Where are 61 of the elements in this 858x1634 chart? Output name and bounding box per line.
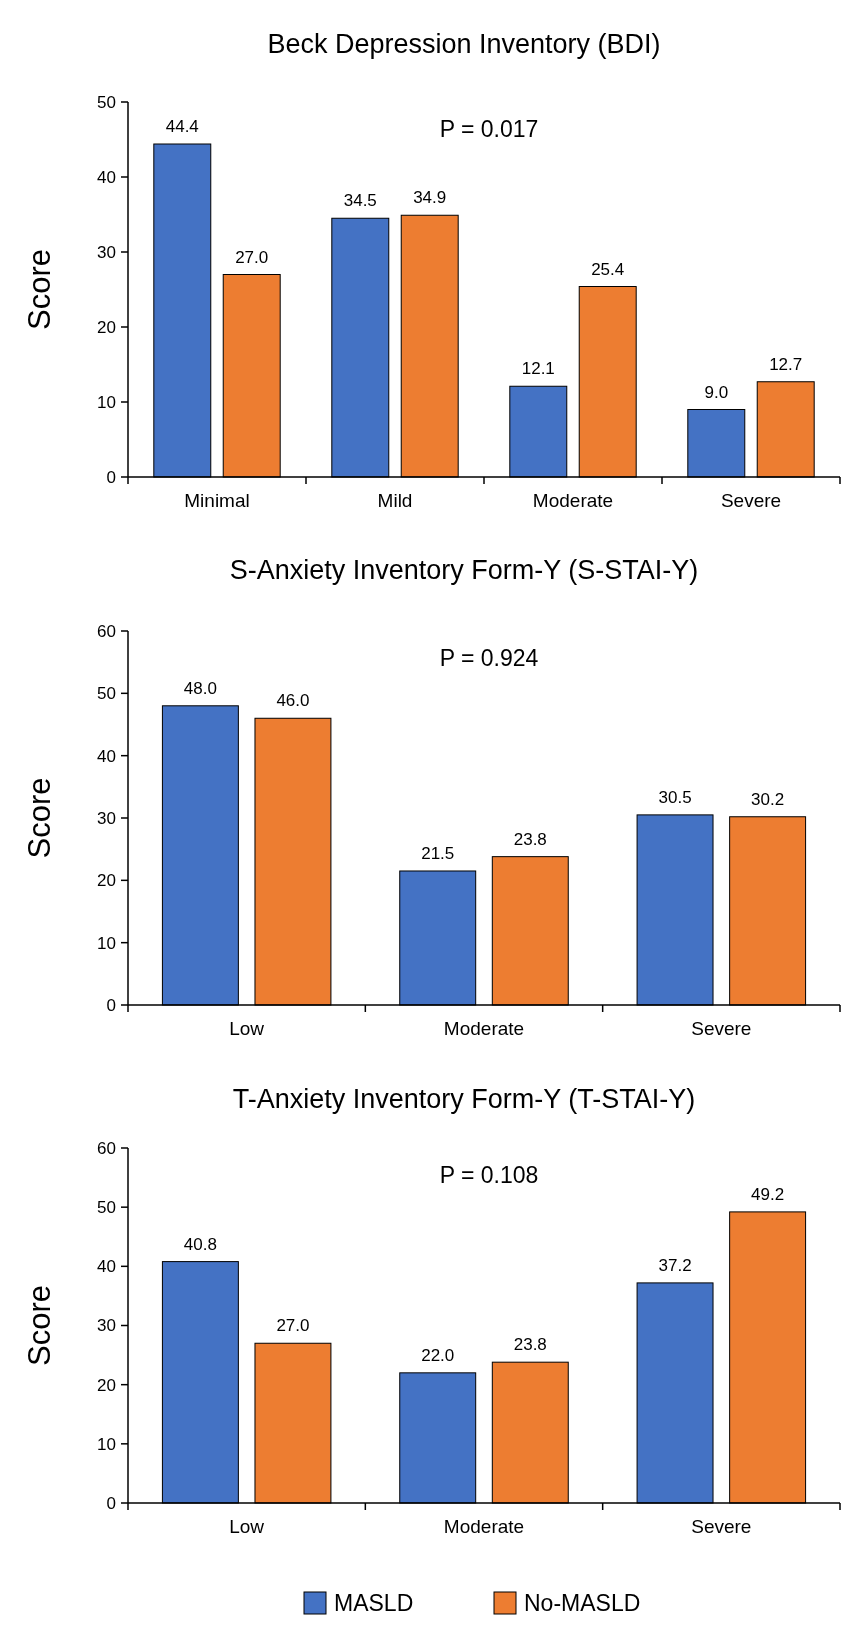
annotation: P = 0.924 [439, 645, 539, 671]
data-label: 44.4 [165, 117, 199, 136]
data-label: 27.0 [235, 247, 269, 267]
y-tick-label: 20 [97, 317, 116, 337]
data-label: 23.8 [513, 829, 547, 849]
chart-title: Beck Depression Inventory (BDI) [267, 29, 661, 59]
legend-label: MASLD [334, 1590, 414, 1617]
x-tick-label: Low [229, 1516, 265, 1537]
data-label: 22.0 [421, 1345, 455, 1365]
y-tick-label: 20 [97, 871, 116, 891]
y-tick-label: 50 [97, 92, 116, 112]
y-axis-title: Score [22, 1285, 57, 1366]
y-tick-label: 0 [106, 467, 116, 487]
y-axis-title: Score [22, 777, 57, 859]
y-tick-label: 40 [97, 167, 116, 187]
x-tick-label: Moderate [443, 1018, 525, 1039]
x-tick-label: Mild [377, 490, 413, 511]
y-tick-label: 50 [97, 1198, 116, 1218]
y-tick-label: 60 [97, 621, 116, 641]
data-label: 30.2 [751, 789, 785, 809]
x-tick-label: Severe [691, 1018, 752, 1039]
data-label: 49.2 [751, 1184, 785, 1204]
data-label: 9.0 [704, 382, 729, 402]
data-label: 12.1 [521, 359, 555, 379]
y-tick-label: 20 [97, 1375, 116, 1395]
data-label: 23.8 [513, 1335, 547, 1355]
data-label: 30.5 [658, 787, 692, 807]
x-tick-label: Severe [720, 490, 782, 511]
data-label: 40.8 [183, 1234, 217, 1254]
x-tick-label: Moderate [443, 1516, 525, 1537]
data-label: 12.7 [769, 354, 803, 374]
data-label: 21.5 [421, 843, 455, 863]
y-tick-label: 30 [97, 1316, 116, 1336]
data-label: 34.9 [413, 188, 447, 208]
x-tick-label: Severe [691, 1516, 752, 1537]
y-tick-label: 0 [106, 995, 116, 1015]
y-tick-label: 10 [97, 1434, 116, 1454]
x-tick-label: Moderate [532, 490, 614, 511]
data-label: 37.2 [658, 1255, 692, 1275]
data-label: 48.0 [183, 678, 217, 698]
y-tick-label: 50 [97, 684, 116, 704]
annotation: P = 0.108 [439, 1162, 539, 1188]
y-tick-label: 60 [97, 1138, 116, 1158]
data-label: 25.4 [591, 259, 625, 279]
chart-title: T-Anxiety Inventory Form-Y (T-STAI-Y) [232, 1084, 696, 1114]
data-label: 34.5 [343, 191, 377, 211]
y-tick-label: 30 [97, 808, 116, 828]
y-tick-label: 10 [97, 933, 116, 953]
y-axis-title: Score [22, 249, 57, 330]
data-label: 27.0 [276, 1316, 310, 1336]
y-tick-label: 40 [97, 746, 116, 766]
y-tick-label: 40 [97, 1257, 116, 1277]
annotation: P = 0.017 [439, 116, 539, 142]
chart-title: S-Anxiety Inventory Form-Y (S-STAI-Y) [229, 555, 699, 585]
data-label: 46.0 [276, 691, 310, 711]
x-tick-label: Minimal [184, 490, 250, 511]
x-tick-label: Low [229, 1018, 265, 1039]
y-tick-label: 0 [106, 1493, 116, 1513]
y-tick-label: 30 [97, 242, 116, 262]
y-tick-label: 10 [97, 392, 116, 412]
legend-label: No-MASLD [524, 1590, 641, 1617]
